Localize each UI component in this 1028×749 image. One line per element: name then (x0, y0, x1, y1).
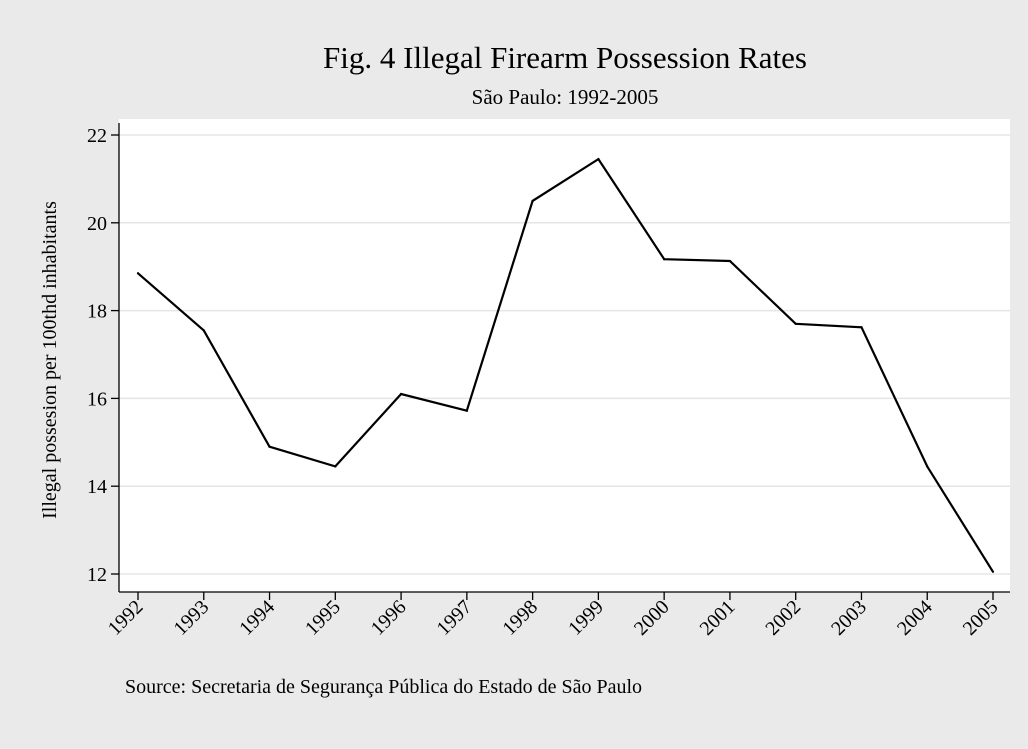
data-point (399, 392, 403, 396)
chart-subtitle: São Paulo: 1992-2005 (472, 85, 659, 109)
series-line (137, 157, 994, 573)
data-point (991, 570, 995, 573)
data-point (202, 329, 205, 332)
y-tick-label: 16 (87, 388, 107, 410)
data-point (597, 158, 600, 161)
data-point (531, 199, 534, 202)
data-point (728, 259, 732, 263)
data-point (334, 465, 337, 468)
y-axis: 12 14 16 18 20 22 (87, 123, 120, 592)
data-point (663, 258, 666, 261)
gridlines (119, 134, 1010, 575)
y-tick-label: 22 (87, 125, 107, 147)
data-point (268, 445, 271, 448)
data-point (465, 409, 468, 412)
y-tick-label: 20 (87, 213, 107, 235)
y-tick-label: 18 (87, 301, 107, 323)
data-point (794, 322, 797, 325)
data-point (860, 326, 863, 329)
y-tick-label: 14 (87, 476, 107, 498)
y-axis-title: Illegal possesion per 100thd inhabitants (39, 201, 61, 519)
source-note: Source: Secretaria de Segurança Pública … (125, 676, 642, 698)
chart-title: Fig. 4 Illegal Firearm Possession Rates (323, 40, 807, 75)
data-point (136, 272, 140, 275)
series-layer (136, 157, 995, 573)
data-point (926, 465, 929, 468)
plot-area (119, 119, 1010, 592)
y-tick-label: 12 (87, 564, 107, 586)
